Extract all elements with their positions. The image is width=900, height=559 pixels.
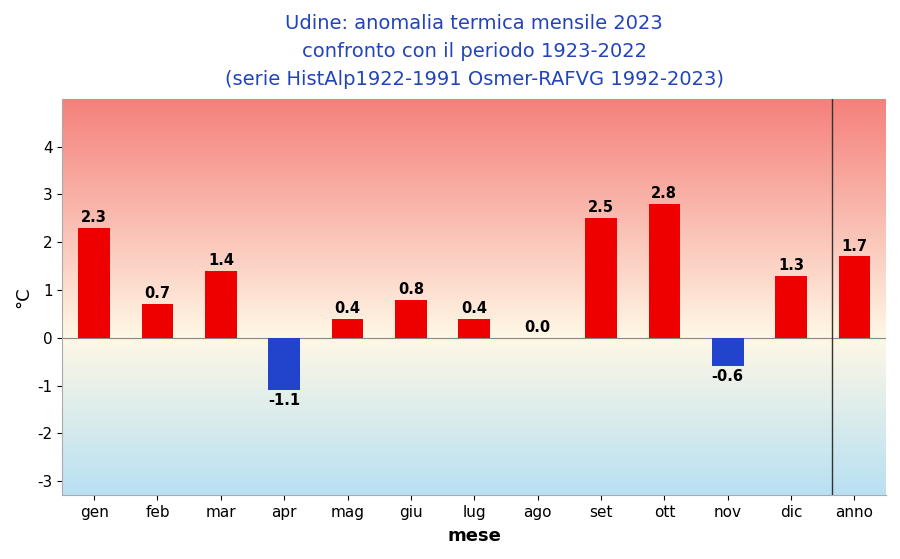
Bar xyxy=(78,228,110,338)
Bar xyxy=(332,319,364,338)
Bar xyxy=(205,271,237,338)
Bar xyxy=(141,304,174,338)
Text: -1.1: -1.1 xyxy=(268,393,301,408)
Title: Udine: anomalia termica mensile 2023
confronto con il periodo 1923-2022
(serie H: Udine: anomalia termica mensile 2023 con… xyxy=(225,14,724,89)
Text: 2.5: 2.5 xyxy=(588,200,614,215)
Text: 0.4: 0.4 xyxy=(462,301,487,316)
Bar xyxy=(268,338,300,390)
Text: 1.7: 1.7 xyxy=(842,239,868,254)
Bar xyxy=(585,218,616,338)
Bar xyxy=(395,300,427,338)
Text: 0.0: 0.0 xyxy=(525,320,551,335)
Bar xyxy=(775,276,807,338)
Text: -0.6: -0.6 xyxy=(712,369,743,384)
Text: 1.4: 1.4 xyxy=(208,253,234,268)
Text: 0.4: 0.4 xyxy=(335,301,361,316)
Y-axis label: °C: °C xyxy=(14,286,32,308)
Text: 1.3: 1.3 xyxy=(778,258,804,273)
X-axis label: mese: mese xyxy=(447,527,501,545)
Bar xyxy=(712,338,743,366)
Bar xyxy=(458,319,491,338)
Text: 2.3: 2.3 xyxy=(81,210,107,225)
Text: 2.8: 2.8 xyxy=(652,186,678,201)
Text: 0.8: 0.8 xyxy=(398,282,424,297)
Bar xyxy=(839,257,870,338)
Text: 0.7: 0.7 xyxy=(145,286,170,301)
Bar xyxy=(649,204,680,338)
